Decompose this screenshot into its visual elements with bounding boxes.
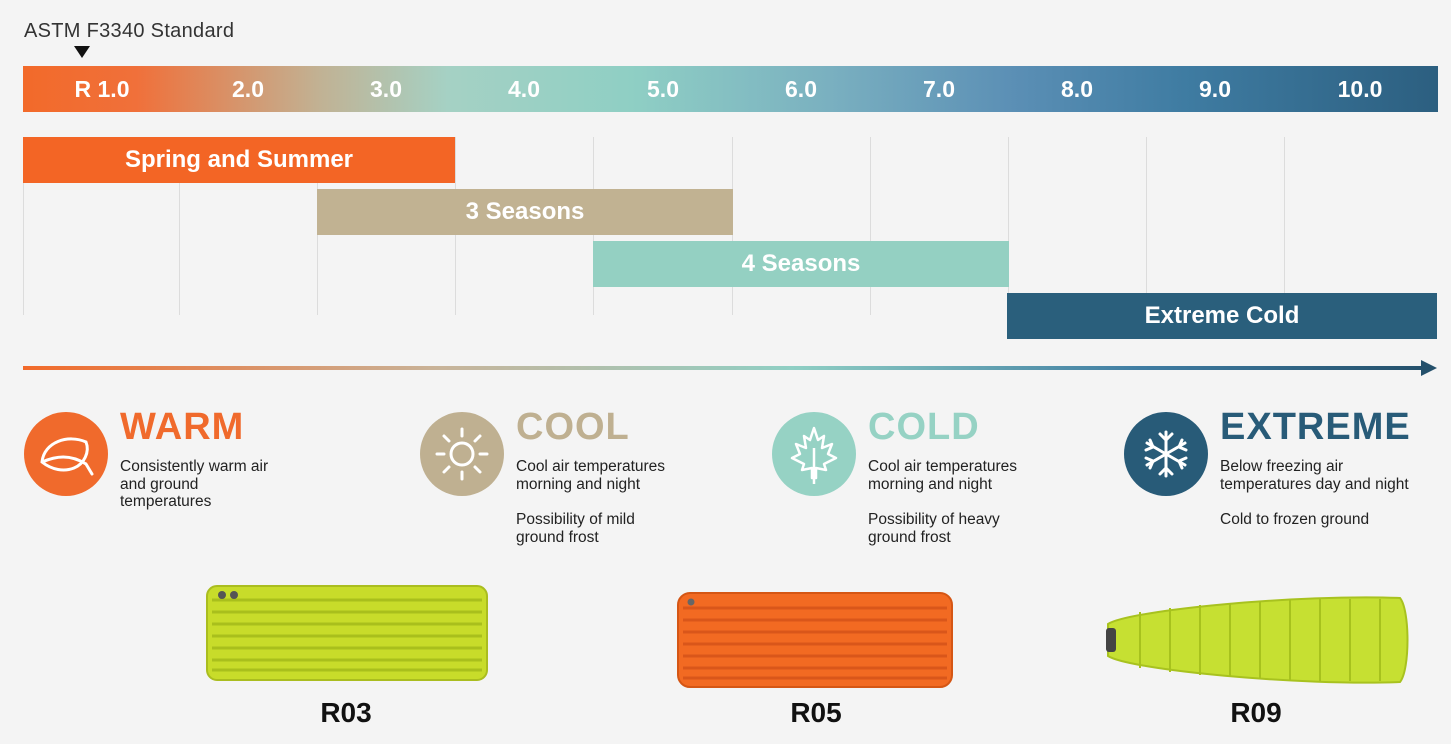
- category-description-secondary: Possibility of mild ground frost: [516, 511, 635, 546]
- grid-line: [1146, 137, 1147, 315]
- category-title: WARM: [120, 406, 245, 448]
- pad-label-r09: R09: [1230, 697, 1282, 728]
- scale-tick: 4.0: [508, 76, 540, 102]
- scale-tick: 10.0: [1337, 76, 1383, 102]
- band-4-seasons: 4 Seasons: [593, 241, 1009, 287]
- category-description-secondary: Possibility of heavy ground frost: [868, 511, 1000, 546]
- category-title: EXTREME: [1220, 406, 1411, 448]
- snowflake-icon: [1124, 412, 1208, 496]
- category-description: Consistently warm air and ground tempera…: [120, 458, 269, 510]
- maple-leaf-icon: [772, 412, 856, 496]
- scale-tick: 7.0: [923, 76, 955, 102]
- scale-tick: 9.0: [1199, 76, 1231, 102]
- scale-tick: 3.0: [370, 76, 402, 102]
- season-grid: Spring and Summer 3 Seasons 4 Seasons Ex…: [23, 137, 1438, 339]
- category-title: COLD: [868, 406, 980, 448]
- leaf-icon: [24, 412, 108, 496]
- pad-label-r03: R03: [320, 697, 372, 728]
- r-value-scale-bar: R 1.0 2.0 3.0 4.0 5.0 6.0 7.0 8.0 9.0 10…: [23, 66, 1438, 112]
- standard-label: ASTM F3340 Standard: [24, 20, 235, 42]
- arrow-right-icon: [1421, 360, 1437, 376]
- grid-line: [179, 137, 180, 315]
- category-description-secondary: Cold to frozen ground: [1220, 511, 1370, 528]
- grid-line: [23, 137, 24, 315]
- scale-tick: 5.0: [647, 76, 679, 102]
- category-description: Below freezing air temperatures day and …: [1220, 458, 1409, 493]
- grid-line: [1008, 137, 1009, 315]
- scale-tick: 6.0: [785, 76, 817, 102]
- pad-label-r05: R05: [790, 697, 842, 728]
- scale-tick: 2.0: [232, 76, 264, 102]
- scale-tick: 8.0: [1061, 76, 1093, 102]
- band-extreme-cold: Extreme Cold: [1007, 293, 1437, 339]
- sun-icon: [420, 412, 504, 496]
- scale-tick: R 1.0: [74, 76, 130, 102]
- standard-marker-icon: [74, 46, 90, 58]
- grid-line: [1284, 137, 1285, 315]
- band-3-seasons: 3 Seasons: [317, 189, 733, 235]
- category-title: COOL: [516, 406, 630, 448]
- sleeping-pad-r05-image: [677, 592, 953, 693]
- band-spring-summer: Spring and Summer: [23, 137, 455, 183]
- category-description: Cool air temperatures morning and night: [868, 458, 1018, 493]
- progression-arrow-line: [23, 366, 1423, 370]
- sleeping-pad-r03-image: [206, 585, 488, 686]
- category-description: Cool air temperatures morning and night: [516, 458, 666, 493]
- sleeping-pad-r09-image: [1100, 590, 1410, 695]
- grid-line: [870, 137, 871, 315]
